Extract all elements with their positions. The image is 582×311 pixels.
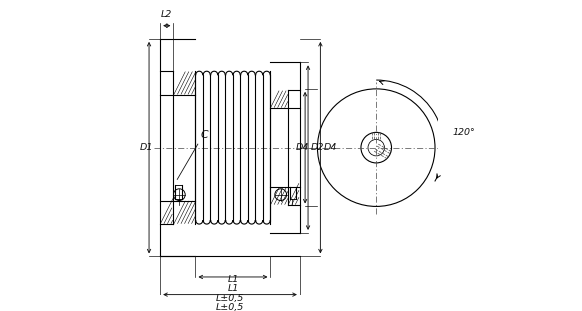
- Text: D4: D4: [295, 143, 308, 152]
- Text: L±0,5: L±0,5: [216, 294, 244, 303]
- Text: D1: D1: [140, 143, 154, 152]
- Text: 120°: 120°: [452, 128, 475, 137]
- Text: L2: L2: [161, 10, 172, 19]
- Text: L1: L1: [228, 275, 239, 284]
- Text: C: C: [201, 130, 208, 140]
- Text: L1: L1: [228, 284, 239, 293]
- Text: L±0,5: L±0,5: [216, 303, 244, 311]
- Text: D4: D4: [324, 143, 337, 152]
- Text: D2: D2: [311, 143, 324, 152]
